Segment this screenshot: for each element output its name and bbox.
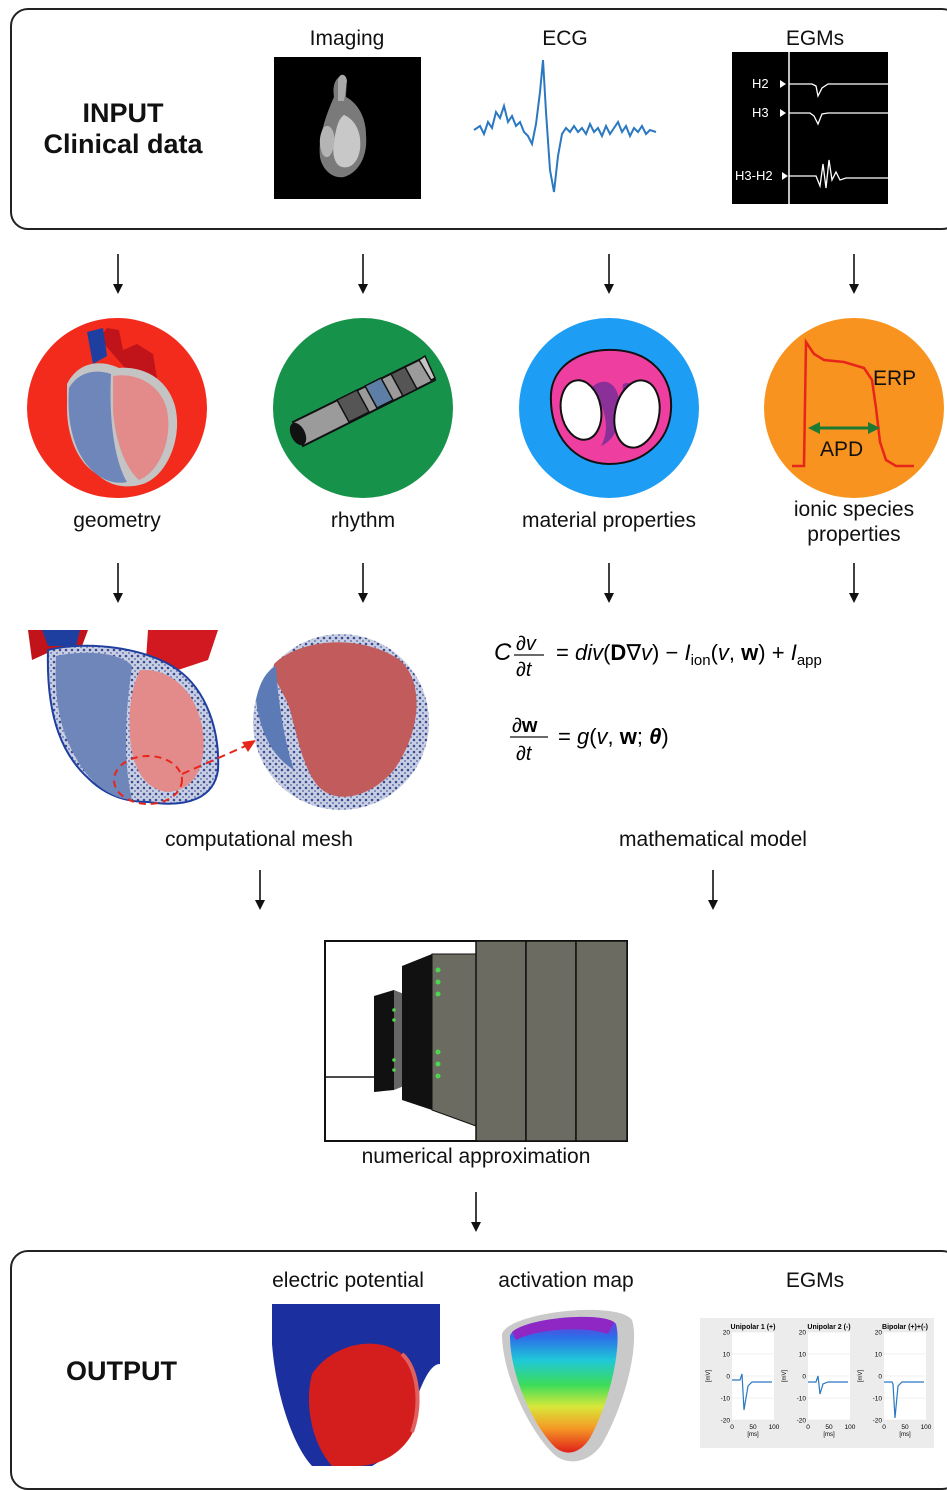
egm-x-tick: 0 [882,1424,886,1431]
egm-y-tick: -10 [873,1396,883,1403]
egm-y-tick: -10 [797,1396,807,1403]
egm-y-tick: -20 [797,1418,807,1425]
egm-x-unit: [ms] [899,1432,911,1438]
rhythm-circle [273,318,453,498]
egm-x-tick: 50 [825,1424,833,1431]
ecg-trace [473,59,657,193]
arrow-down-2 [358,254,368,294]
egm-plot-title: Unipolar 1 (+) [731,1324,776,1331]
erp-label: ERP [873,367,917,390]
egms-output-label: EGMs [785,1269,845,1292]
material-label: material properties [522,509,696,532]
egm-x-unit: [ms] [823,1432,835,1438]
egm-trace-line [808,1375,848,1395]
input-title: INPUT Clinical data [43,98,203,159]
egm-y-unit: [mV] [782,1370,788,1383]
svg-text:C: C [494,639,512,666]
egm-y-tick: 20 [875,1330,883,1337]
arrow-down-11 [471,1192,481,1232]
egm-y-tick: -10 [721,1396,731,1403]
egms-input-label: EGMs [785,27,845,50]
egm-y-tick: -20 [873,1418,883,1425]
activation-map-label: activation map [498,1269,634,1292]
egm-y-tick: 10 [723,1352,731,1359]
equation-monodomain: C ∂v ∂t = div(D∇v) − Iion(v, w) + Iapp [492,628,942,681]
apd-label: APD [820,438,864,461]
egm-x-tick: 50 [749,1424,757,1431]
svg-text:∂v: ∂v [516,633,537,655]
arrow-down-3 [604,254,614,294]
egm-y-tick: 10 [799,1352,807,1359]
egm-x-tick: 0 [806,1424,810,1431]
egm-y-tick: -20 [721,1418,731,1425]
egm-input-trace [732,52,888,204]
electric-potential-label: electric potential [272,1269,424,1292]
material-circle [519,318,699,498]
svg-text:∂t: ∂t [516,659,533,681]
egm-x-unit: [ms] [747,1432,759,1438]
electric-potential-heart [272,1304,440,1466]
egm-trace-line [884,1381,924,1419]
ecg-label: ECG [542,27,588,50]
activation-map-heart [502,1309,635,1462]
egm-channel-h3: H3 [752,105,769,120]
arrow-down-10 [708,870,718,910]
server-illustration [324,940,628,1142]
egm-y-tick: 0 [802,1374,806,1381]
arrow-down-5 [113,563,123,603]
arrow-down-9 [255,870,265,910]
egm-x-tick: 100 [845,1424,856,1431]
egm-channel-h2: H2 [752,76,769,91]
numerical-label: numerical approximation [361,1145,591,1168]
egm-y-tick: 20 [799,1330,807,1337]
egm-channel-h3-h2: H3-H2 [735,168,773,183]
svg-text:∂w: ∂w [512,715,538,737]
arrow-down-1 [113,254,123,294]
egm-y-unit: [mV] [858,1370,864,1383]
rhythm-label: rhythm [330,509,396,532]
arrow-down-6 [358,563,368,603]
geometry-circle [27,318,207,498]
svg-text:∂t: ∂t [516,743,533,765]
arrow-down-7 [604,563,614,603]
svg-text:= g(v, w; θ): = g(v, w; θ) [558,724,669,749]
egm-y-tick: 0 [726,1374,730,1381]
arrow-down-8 [849,563,859,603]
egm-y-tick: 0 [878,1374,882,1381]
mesh-label: computational mesh [165,828,353,851]
imaging-label: Imaging [309,27,385,50]
egm-y-unit: [mV] [706,1370,712,1383]
mesh-illustration [28,630,429,810]
arrow-down-4 [849,254,859,294]
egm-plot-title: Unipolar 2 (-) [807,1324,850,1331]
svg-text:= div(D∇v) − Iion(v, w) + Iapp: = div(D∇v) − Iion(v, w) + Iapp [556,640,822,669]
egm-plot-title: Bipolar (+)+(-) [882,1324,928,1331]
equation-gating: ∂w ∂t = g(v, w; θ) [508,708,808,768]
egm-y-tick: 20 [723,1330,731,1337]
egm-y-tick: 10 [875,1352,883,1359]
imaging-thumbnail [274,57,421,199]
egm-x-tick: 100 [921,1424,932,1431]
ionic-circle [764,318,944,498]
egm-x-tick: 50 [901,1424,909,1431]
output-title: OUTPUT [66,1356,177,1386]
egm-x-tick: 100 [769,1424,780,1431]
ionic-label: ionic species properties [793,498,915,546]
egm-trace-line [732,1373,772,1411]
geometry-label: geometry [73,509,161,532]
model-label: mathematical model [619,828,807,851]
egm-x-tick: 0 [730,1424,734,1431]
